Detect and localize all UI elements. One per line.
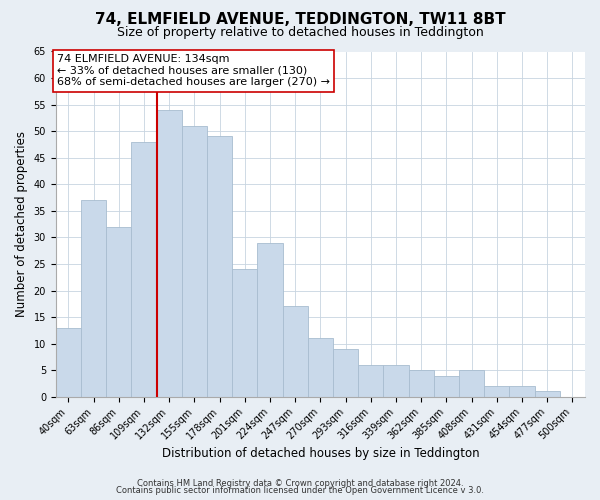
Text: 74, ELMFIELD AVENUE, TEDDINGTON, TW11 8BT: 74, ELMFIELD AVENUE, TEDDINGTON, TW11 8B… — [95, 12, 505, 28]
Bar — [56, 328, 81, 397]
Y-axis label: Number of detached properties: Number of detached properties — [15, 131, 28, 317]
Bar — [157, 110, 182, 397]
Bar — [383, 365, 409, 397]
Bar — [459, 370, 484, 397]
Bar — [106, 227, 131, 397]
Bar — [131, 142, 157, 397]
Bar — [509, 386, 535, 397]
Bar — [207, 136, 232, 397]
Bar — [535, 392, 560, 397]
Text: 74 ELMFIELD AVENUE: 134sqm
← 33% of detached houses are smaller (130)
68% of sem: 74 ELMFIELD AVENUE: 134sqm ← 33% of deta… — [57, 54, 330, 88]
X-axis label: Distribution of detached houses by size in Teddington: Distribution of detached houses by size … — [161, 447, 479, 460]
Text: Size of property relative to detached houses in Teddington: Size of property relative to detached ho… — [116, 26, 484, 39]
Bar — [308, 338, 333, 397]
Text: Contains HM Land Registry data © Crown copyright and database right 2024.: Contains HM Land Registry data © Crown c… — [137, 478, 463, 488]
Bar — [283, 306, 308, 397]
Bar — [81, 200, 106, 397]
Text: Contains public sector information licensed under the Open Government Licence v : Contains public sector information licen… — [116, 486, 484, 495]
Bar — [484, 386, 509, 397]
Bar — [434, 376, 459, 397]
Bar — [409, 370, 434, 397]
Bar — [358, 365, 383, 397]
Bar — [333, 349, 358, 397]
Bar — [257, 242, 283, 397]
Bar — [182, 126, 207, 397]
Bar — [232, 270, 257, 397]
